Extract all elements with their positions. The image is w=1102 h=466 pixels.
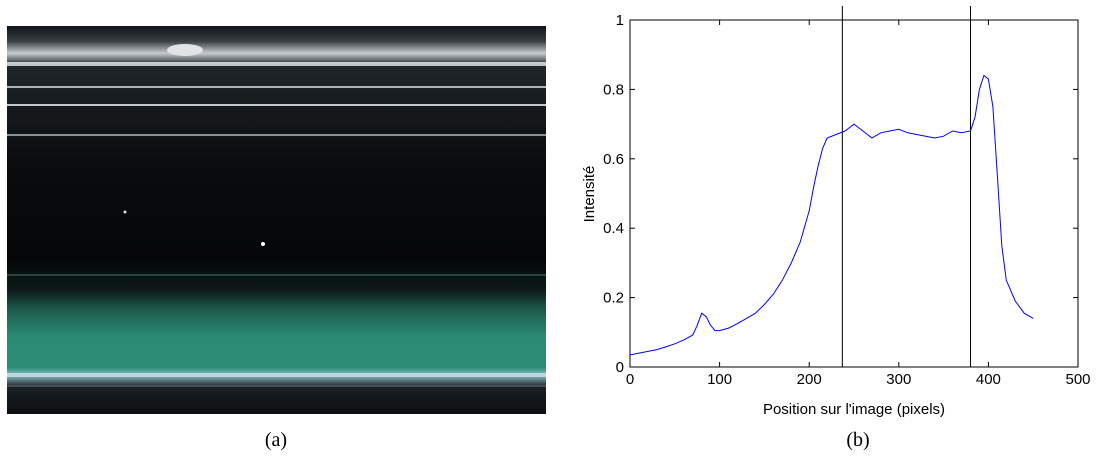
x-axis-label: Position sur l'image (pixels) [763,401,945,418]
x-tick-label: 400 [976,371,1001,388]
y-tick-label: 0 [616,359,624,376]
x-tick-label: 500 [1065,371,1090,388]
y-tick-label: 0.6 [603,151,624,168]
axes-box [629,19,1079,368]
photo [7,26,546,414]
y-tick-label: 0.2 [603,290,624,307]
caption: (b) [846,429,869,451]
caption: (a) [265,429,287,451]
y-tick-label: 0.8 [603,81,624,98]
x-tick-label: 200 [797,371,822,388]
data-line [629,74,1034,356]
y-axis-label: Intensité [581,166,598,223]
x-tick-label: 300 [886,371,911,388]
x-tick-label: 0 [626,371,634,388]
x-tick-label: 100 [707,371,732,388]
y-tick-label: 1 [616,12,624,29]
y-tick-label: 0.4 [603,220,624,237]
